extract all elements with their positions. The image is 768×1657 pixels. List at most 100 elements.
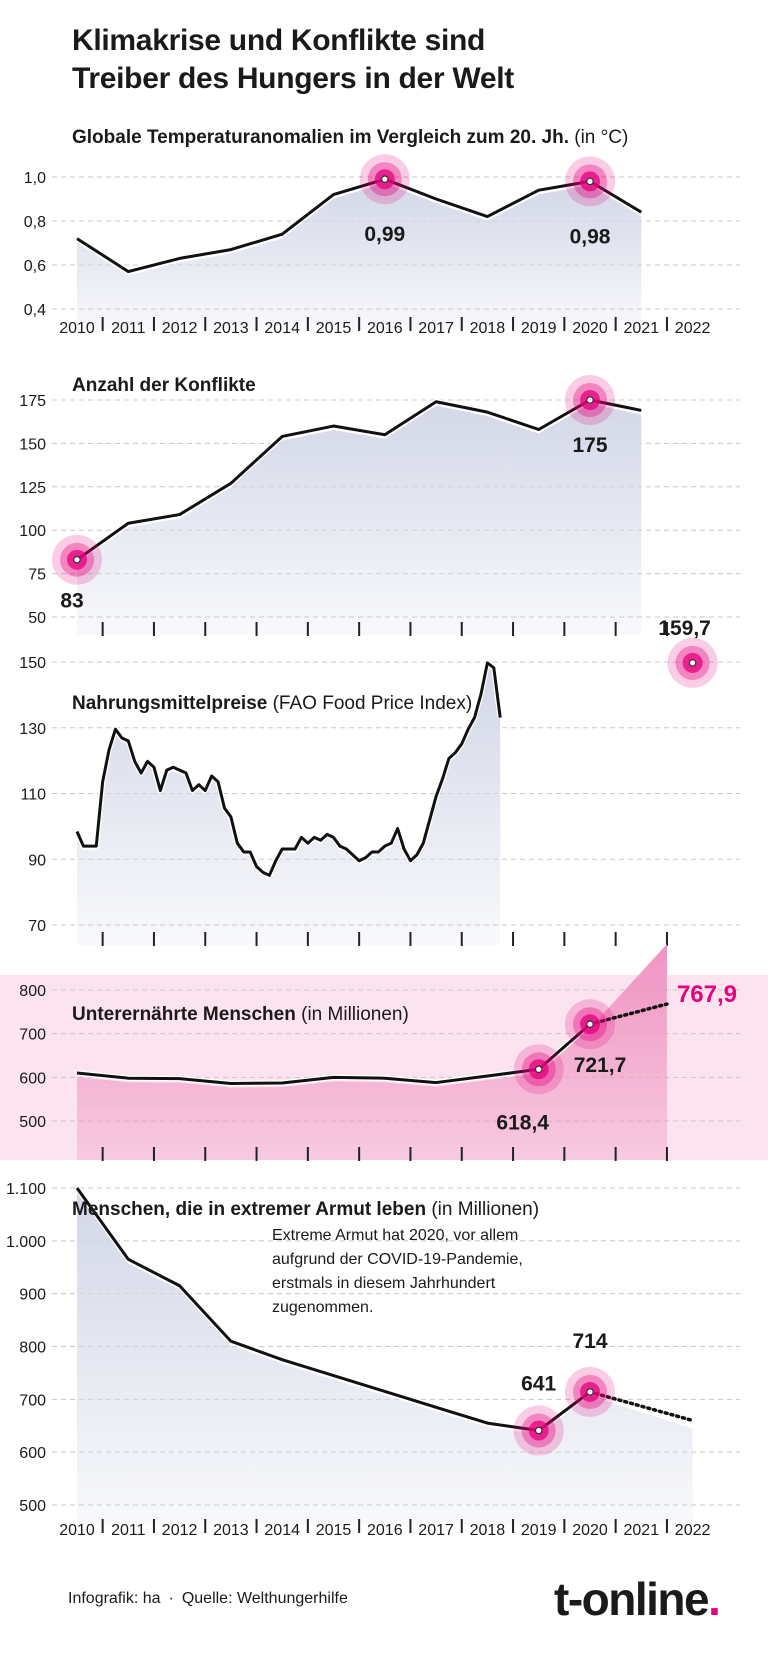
data-point xyxy=(237,843,238,844)
x-tick-label-2015: 2015 xyxy=(316,1522,352,1539)
data-point xyxy=(89,846,90,847)
highlight-marker-2-2 xyxy=(565,375,615,425)
chart-5: 500 600 700 800 900 1.000 1.100 Menschen, die i… xyxy=(6,1181,740,1525)
chart-title-suffix: (in Millionen) xyxy=(296,1004,409,1025)
data-point xyxy=(333,1077,334,1078)
data-point xyxy=(230,816,231,817)
y-tick-label-150: 150 xyxy=(19,655,46,672)
separator-dot: · xyxy=(168,1590,174,1607)
highlight-marker-1-2 xyxy=(565,156,615,207)
highlight-marker-1-1 xyxy=(359,154,410,205)
x-axis-2 xyxy=(101,932,668,946)
data-point xyxy=(147,761,148,762)
marker-center-dot xyxy=(73,555,81,564)
x-tick-label-2021: 2021 xyxy=(624,1522,660,1539)
x-axis-0: 2010 2011 2012 2013 2014 2015 2016 2017 2018 2019… xyxy=(59,317,710,337)
x-tick-label-2020: 2020 xyxy=(572,1522,608,1539)
data-point xyxy=(179,1078,180,1079)
area-fill xyxy=(77,666,501,945)
data-point xyxy=(480,694,481,695)
data-point xyxy=(352,854,353,855)
chart-title-suffix: (in °C) xyxy=(569,127,628,148)
data-point xyxy=(378,851,379,852)
area-fill xyxy=(77,1192,693,1525)
chart-title-main: Anzahl der Konflikte xyxy=(72,375,256,396)
x-tick-label-2016: 2016 xyxy=(367,1522,403,1539)
data-point xyxy=(538,190,539,191)
data-point xyxy=(173,767,174,768)
data-point xyxy=(442,778,443,779)
x-tick-label-2018: 2018 xyxy=(470,320,506,337)
y-tick-label-0,4: 0,4 xyxy=(24,302,46,319)
data-point xyxy=(192,790,193,791)
area-fill xyxy=(77,183,642,330)
data-point xyxy=(282,849,283,850)
chart-title-suffix: (in Millionen) xyxy=(426,1199,539,1220)
y-tick-label-130: 130 xyxy=(19,721,46,738)
y-axis: 0,4 0,6 0,8 1,0 xyxy=(24,170,46,319)
area-fill xyxy=(77,404,642,635)
chart-title-main: Unterernährte Menschen xyxy=(72,1004,296,1025)
y-tick-label-125: 125 xyxy=(19,480,46,497)
data-point xyxy=(339,846,340,847)
chart-title-2: Anzahl der Konflikte xyxy=(72,375,256,396)
data-point xyxy=(493,667,494,668)
x-tick-label-2017: 2017 xyxy=(418,320,454,337)
y-tick-label-700: 700 xyxy=(19,1027,46,1044)
data-point xyxy=(141,773,142,774)
x-tick-label-2012: 2012 xyxy=(162,1522,198,1539)
chart-title-main: Menschen, die in extremer Armut leben xyxy=(72,1199,426,1220)
data-point xyxy=(282,234,283,235)
data-point xyxy=(436,1407,437,1408)
data-point xyxy=(218,781,219,782)
data-point xyxy=(262,872,263,873)
x-tick-label-2015: 2015 xyxy=(316,320,352,337)
data-point xyxy=(250,851,251,852)
data-point xyxy=(230,483,231,484)
data-point xyxy=(128,1078,129,1079)
y-tick-label-1.000: 1.000 xyxy=(6,1234,46,1251)
data-point xyxy=(384,1078,385,1079)
data-point xyxy=(436,1082,437,1083)
main-title: Klimakrise und Konflikte sind Treiber de… xyxy=(72,22,712,98)
marker-center-dot xyxy=(380,175,389,184)
data-point xyxy=(327,834,328,835)
x-tick-label-2011: 2011 xyxy=(111,320,146,337)
highlight-label-175: 175 xyxy=(572,434,607,457)
data-point xyxy=(641,410,642,411)
data-point xyxy=(230,1341,231,1342)
highlight-marker-5-2 xyxy=(565,1366,615,1417)
area-fill xyxy=(77,944,667,1160)
y-tick-label-800: 800 xyxy=(19,983,46,1000)
data-point xyxy=(186,773,187,774)
data-point xyxy=(256,866,257,867)
y-axis: 500 600 700 800 900 1.000 1.100 xyxy=(6,1181,46,1515)
y-tick-label-75: 75 xyxy=(28,567,46,584)
y-tick-label-1.100: 1.100 xyxy=(6,1181,46,1198)
y-tick-label-0,8: 0,8 xyxy=(24,214,46,231)
x-tick-label-2014: 2014 xyxy=(264,1522,300,1539)
series-line xyxy=(76,177,643,274)
data-point xyxy=(436,199,437,200)
data-point xyxy=(179,1285,180,1286)
data-point xyxy=(384,434,385,435)
data-point xyxy=(275,860,276,861)
data-point xyxy=(77,1188,78,1189)
data-point xyxy=(333,194,334,195)
highlight-marker-3-1 xyxy=(667,637,718,688)
x-tick-label-2019: 2019 xyxy=(521,320,557,337)
data-point xyxy=(468,729,469,730)
data-point xyxy=(77,238,78,239)
data-point xyxy=(320,840,321,841)
marker-center-dot xyxy=(586,177,594,186)
highlight-marker-4-2 xyxy=(565,999,615,1050)
y-axis: 70 90 110 130 150 xyxy=(19,655,46,935)
data-point xyxy=(243,851,244,852)
chart-4: 767,9 500 600 700 800 Unterernährte Menschen … xyxy=(0,944,768,1160)
highlight-label-0,98: 0,98 xyxy=(570,225,611,248)
highlight-marker-4-1 xyxy=(513,1044,564,1095)
data-point xyxy=(224,808,225,809)
credit-text: Infografik: ha xyxy=(68,1590,161,1607)
y-tick-label-70: 70 xyxy=(28,918,46,935)
